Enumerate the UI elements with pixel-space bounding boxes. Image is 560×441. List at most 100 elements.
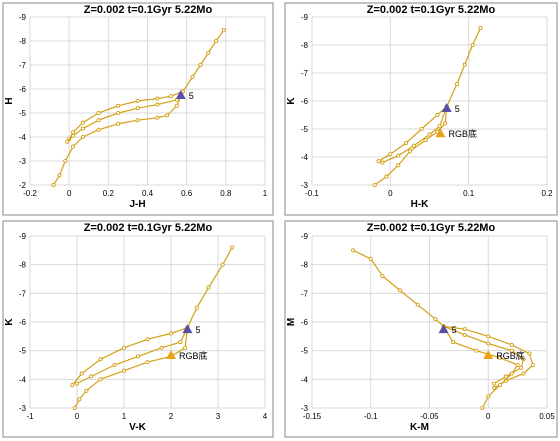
x-tick-label: 0	[75, 412, 80, 421]
y-tick-label: -5	[301, 125, 309, 134]
data-point	[462, 327, 467, 332]
y-tick-label: -7	[19, 61, 27, 70]
data-point	[155, 115, 160, 120]
data-point	[443, 121, 448, 126]
y-tick-label: -6	[19, 318, 27, 327]
y-tick-label: -7	[19, 289, 27, 298]
data-point	[398, 288, 403, 293]
x-axis-label: V-K	[129, 422, 146, 433]
data-point	[74, 381, 80, 386]
data-point	[168, 331, 174, 336]
x-tick-label: -0.1	[364, 412, 378, 421]
x-tick-label: -1	[26, 412, 34, 421]
data-point	[198, 62, 203, 68]
data-point	[480, 405, 485, 411]
marker-triangle	[438, 324, 449, 334]
data-point	[98, 357, 103, 362]
data-point	[79, 371, 84, 376]
data-point	[427, 132, 432, 137]
y-tick-label: -5	[19, 109, 27, 118]
x-tick-label: -0.1	[305, 189, 319, 198]
y-tick-label: -8	[19, 261, 27, 270]
x-tick-label: 1	[122, 412, 127, 421]
y-tick-label: -6	[301, 318, 309, 327]
data-point	[174, 103, 179, 108]
x-tick-label: -0.05	[420, 412, 439, 421]
series-line-3	[52, 91, 184, 186]
y-tick-label: -3	[301, 181, 309, 190]
chart-panel-3: -1 0 1 2 3 4 -3 -4 -5 -6 -7 -8 -9 Z=0.002 t=0.1Gyr 5.…	[2, 220, 274, 438]
data-point	[462, 332, 467, 337]
data-point	[230, 245, 235, 250]
data-point	[450, 340, 456, 345]
data-point	[96, 118, 101, 123]
data-point	[72, 405, 77, 411]
data-point	[77, 397, 82, 402]
data-point	[80, 134, 85, 140]
data-point	[206, 285, 211, 290]
data-point	[497, 383, 503, 388]
y-tick-label: -5	[19, 347, 27, 356]
data-point	[159, 345, 164, 350]
x-tick-label: 0.8	[220, 189, 232, 198]
y-tick-label: -7	[301, 289, 309, 298]
data-point	[155, 96, 160, 101]
data-point	[492, 385, 497, 390]
data-point	[403, 140, 409, 146]
data-point	[388, 152, 393, 157]
data-point	[116, 103, 121, 108]
y-tick-label: -3	[19, 157, 27, 166]
data-point	[437, 124, 442, 129]
y-tick-label: -3	[19, 404, 27, 413]
data-point	[435, 112, 440, 118]
x-tick-label: 0.6	[181, 189, 193, 198]
data-point	[178, 340, 183, 345]
data-point	[372, 182, 377, 188]
x-axis-label: K-M	[410, 422, 429, 433]
data-point	[221, 28, 226, 33]
chart-title: Z=0.002 t=0.1Gyr 5.22Mo	[367, 4, 496, 16]
data-point	[71, 133, 76, 138]
y-axis-label: M	[286, 318, 297, 326]
data-point	[121, 368, 127, 373]
data-point	[433, 317, 438, 322]
y-tick-label: -3	[301, 404, 309, 413]
data-point	[407, 149, 412, 154]
data-point	[423, 138, 428, 143]
x-tick-label: 4	[263, 412, 268, 421]
data-point	[509, 348, 514, 353]
data-point	[220, 262, 225, 267]
data-point	[509, 342, 514, 347]
data-point	[474, 348, 479, 353]
y-tick-label: -9	[301, 13, 309, 22]
data-point	[478, 26, 483, 31]
chart-panel-2: -0.1 0 0.1 0.2 -3 -4 -5 -6 -7 -8 -9 Z=0.002 t=0.1Gy…	[284, 2, 558, 216]
y-tick-label: -6	[301, 97, 309, 106]
data-point	[155, 102, 160, 107]
data-point	[135, 118, 140, 123]
y-tick-label: -4	[301, 153, 309, 162]
y-tick-label: -5	[301, 347, 309, 356]
marker-triangle	[182, 324, 193, 334]
data-point	[71, 144, 76, 149]
data-point	[116, 121, 121, 126]
chart-title: Z=0.002 t=0.1Gyr 5.22Mo	[84, 4, 213, 16]
x-tick-label: 3	[216, 412, 221, 421]
marker-triangle	[175, 90, 186, 99]
data-point	[396, 153, 401, 158]
panel-border	[284, 2, 558, 216]
data-point	[351, 248, 356, 253]
series-line-1	[68, 29, 225, 140]
data-point	[521, 371, 526, 376]
y-tick-label: -2	[19, 181, 27, 190]
marker-triangle	[435, 128, 446, 138]
x-tick-label: 0	[67, 189, 72, 198]
chart-panel-1: -0.2 0 0.2 0.4 0.6 0.8 1 -2 -3 -4 -5 -6 -7 -8 -9 Z=0.00…	[2, 2, 274, 216]
y-tick-label: -4	[19, 133, 27, 142]
x-tick-label: 1	[263, 189, 268, 198]
y-tick-label: -8	[19, 37, 27, 46]
data-point	[213, 38, 219, 44]
marker-label: RGB底	[496, 350, 525, 361]
data-point	[415, 302, 420, 307]
